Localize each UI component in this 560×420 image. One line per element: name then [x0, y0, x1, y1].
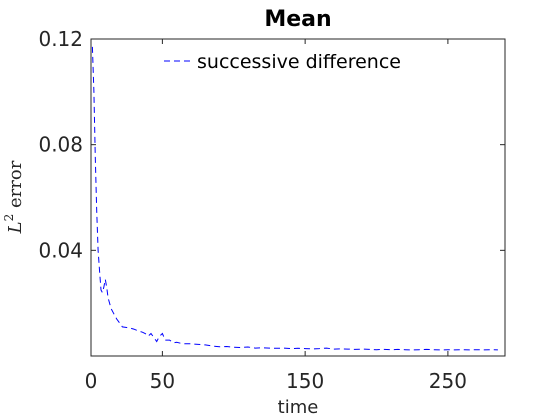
y-tick-label: 0.08 [38, 133, 83, 157]
y-tick-label: 0.12 [38, 27, 83, 51]
x-tick-label: 50 [150, 369, 175, 393]
x-tick-label: 0 [85, 369, 98, 393]
series-line-successive-difference [91, 46, 498, 351]
chart-title: Mean [264, 7, 331, 32]
x-tick-label: 250 [429, 369, 467, 393]
y-axis-label: L2 error [2, 160, 26, 234]
series-layer [91, 46, 498, 351]
x-axis-label: time [278, 397, 319, 418]
y-axis-label-sup: 2 [2, 214, 16, 222]
axis-tick-labels: 0 50 150 250 0.04 0.08 0.12 [38, 27, 467, 393]
x-tick-label: 150 [286, 369, 324, 393]
svg-text:L2 error: L2 error [2, 160, 26, 234]
plot-area [90, 38, 506, 357]
y-axis-label-rest: error [5, 160, 26, 213]
y-tick-label: 0.04 [38, 238, 83, 262]
legend-label: successive difference [197, 51, 401, 73]
legend: successive difference [164, 51, 401, 73]
axis-ticks [90, 38, 505, 356]
y-axis-label-base: L [5, 221, 26, 234]
